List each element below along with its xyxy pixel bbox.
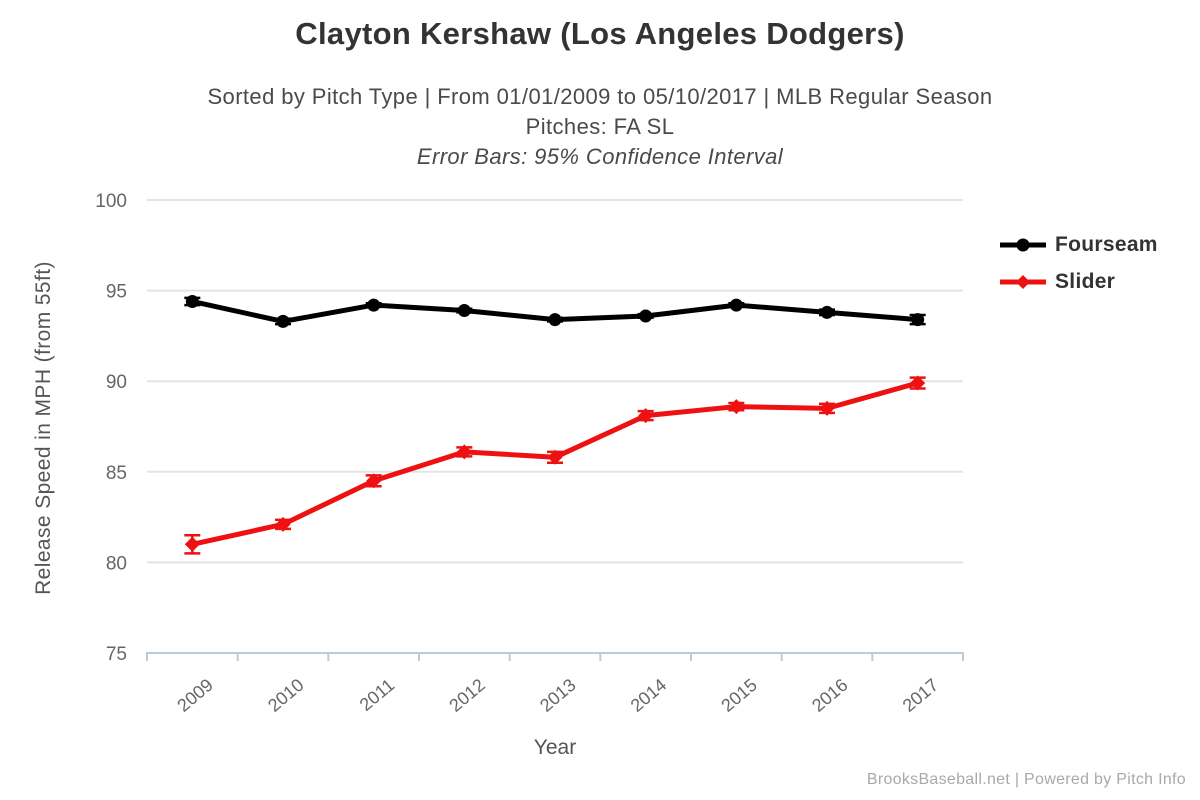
legend-item-slider: Slider <box>1000 270 1158 294</box>
fourseam-line-circle-marker-icon <box>1000 238 1046 252</box>
legend-label-fourseam: Fourseam <box>1055 233 1158 256</box>
svg-text:90: 90 <box>106 372 127 393</box>
chart-subtitle-pitches: Pitches: FA SL <box>525 114 675 139</box>
svg-text:100: 100 <box>95 191 127 212</box>
x-axis <box>146 652 964 661</box>
gridlines <box>147 199 963 564</box>
svg-text:2010: 2010 <box>264 675 308 716</box>
legend-label-slider: Slider <box>1055 270 1116 293</box>
svg-text:75: 75 <box>106 644 127 665</box>
svg-text:2014: 2014 <box>627 675 671 716</box>
series-fourseam <box>184 294 926 328</box>
svg-text:80: 80 <box>106 553 127 574</box>
chart-subtitle-errorbars: Error Bars: 95% Confidence Interval <box>416 144 784 169</box>
slider-line-diamond-marker-icon <box>1000 275 1046 289</box>
y-axis-tick-labels: 75 80 85 90 95 100 <box>95 191 127 665</box>
svg-text:2013: 2013 <box>536 675 580 716</box>
x-axis-title: Year <box>533 736 577 759</box>
svg-text:2009: 2009 <box>173 675 217 716</box>
svg-text:2011: 2011 <box>356 675 399 715</box>
svg-text:2015: 2015 <box>717 675 761 716</box>
chart-subtitle-range: Sorted by Pitch Type | From 01/01/2009 t… <box>207 84 993 109</box>
svg-text:85: 85 <box>106 463 127 484</box>
svg-text:95: 95 <box>106 282 127 303</box>
legend-item-fourseam: Fourseam <box>1000 233 1158 257</box>
y-axis-title: Release Speed in MPH (from 55ft) <box>32 261 55 595</box>
x-axis-tick-labels: 2009 2010 2011 2012 2013 2014 2015 2016 2017 <box>173 675 942 716</box>
svg-text:2012: 2012 <box>445 675 489 716</box>
svg-text:2017: 2017 <box>899 675 943 716</box>
footer-credit: BrooksBaseball.net | Powered by Pitch In… <box>866 771 1186 788</box>
svg-text:2016: 2016 <box>808 675 852 716</box>
chart-title: Clayton Kershaw (Los Angeles Dodgers) <box>295 16 905 51</box>
legend: Fourseam Slider <box>1000 233 1158 307</box>
series-slider <box>184 375 926 555</box>
